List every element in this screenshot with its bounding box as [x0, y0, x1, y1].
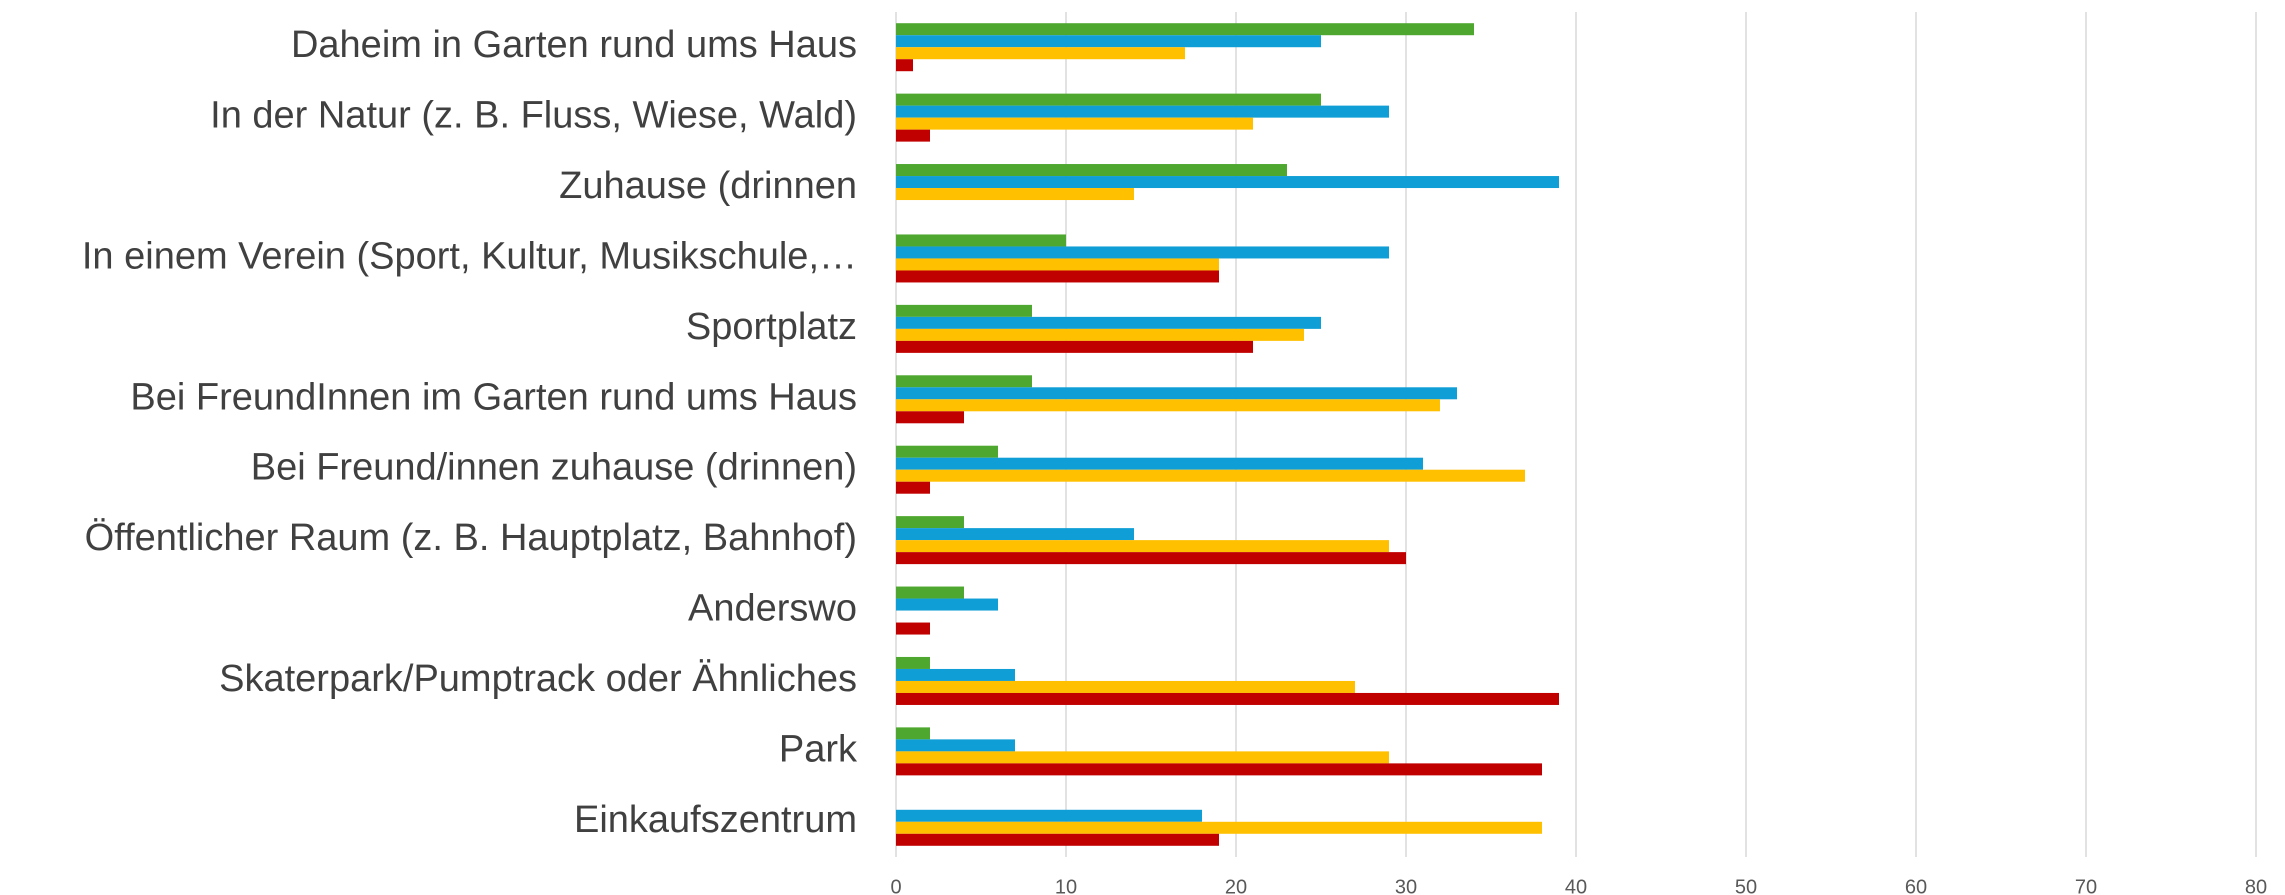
- category-label: Zuhause (drinnen: [559, 165, 857, 207]
- bar: [896, 445, 998, 458]
- category-label: Sportplatz: [686, 306, 857, 348]
- bar: [896, 35, 1321, 48]
- bar: [896, 176, 1559, 189]
- bar: [896, 809, 1202, 822]
- bar: [896, 234, 1066, 247]
- bar: [896, 833, 1219, 846]
- bar: [896, 668, 1015, 681]
- bar: [896, 340, 1253, 353]
- category-label: Daheim in Garten rund ums Haus: [291, 24, 857, 66]
- x-tick-label: 10: [1055, 876, 1077, 895]
- bar: [896, 164, 1287, 177]
- bar: [896, 739, 1015, 752]
- bar: [896, 258, 1219, 271]
- bar: [896, 117, 1253, 130]
- bar: [896, 59, 913, 72]
- category-label: In der Natur (z. B. Fluss, Wiese, Wald): [210, 95, 857, 137]
- category-label: Bei FreundInnen im Garten rund ums Haus: [130, 376, 857, 418]
- category-label: Einkaufszentrum: [574, 799, 857, 841]
- category-label: Skaterpark/Pumptrack oder Ähnliches: [219, 658, 857, 700]
- bar: [896, 727, 930, 740]
- bar: [896, 586, 964, 599]
- x-tick-label: 50: [1735, 876, 1757, 895]
- bar: [896, 375, 1032, 388]
- category-label: Bei Freund/innen zuhause (drinnen): [251, 447, 857, 489]
- x-tick-label: 30: [1395, 876, 1417, 895]
- category-label: In einem Verein (Sport, Kultur, Musiksch…: [82, 235, 857, 277]
- bar: [896, 552, 1406, 565]
- x-tick-label: 20: [1225, 876, 1247, 895]
- bar: [896, 23, 1474, 36]
- bar: [896, 47, 1185, 60]
- x-tick-label: 70: [2075, 876, 2097, 895]
- bar: [896, 751, 1389, 764]
- bar: [896, 129, 930, 142]
- bar: [896, 481, 930, 494]
- bar: [896, 469, 1525, 482]
- x-tick-label: 80: [2245, 876, 2267, 895]
- bar: [896, 680, 1355, 693]
- bar: [896, 540, 1389, 553]
- bar: [896, 528, 1134, 541]
- bar: [896, 316, 1321, 329]
- bar: [896, 270, 1219, 283]
- bar: [896, 692, 1559, 705]
- bar: [896, 656, 930, 669]
- category-label: Anderswo: [688, 588, 857, 630]
- bar: [896, 328, 1304, 341]
- category-label: Park: [779, 728, 858, 770]
- x-tick-label: 60: [1905, 876, 1927, 895]
- bar: [896, 387, 1457, 400]
- x-tick-label: 40: [1565, 876, 1587, 895]
- bar: [896, 188, 1134, 201]
- bar: [896, 821, 1542, 834]
- bar: [896, 399, 1440, 412]
- bar: [896, 304, 1032, 317]
- bar: [896, 763, 1542, 776]
- category-label: Öffentlicher Raum (z. B. Hauptplatz, Bah…: [85, 517, 857, 559]
- bar: [896, 411, 964, 424]
- bar: [896, 105, 1389, 118]
- bar: [896, 246, 1389, 259]
- bar: [896, 457, 1423, 470]
- bar: [896, 93, 1321, 106]
- bar: [896, 516, 964, 529]
- x-tick-label: 0: [890, 876, 901, 895]
- bar: [896, 622, 930, 635]
- bar: [896, 598, 998, 611]
